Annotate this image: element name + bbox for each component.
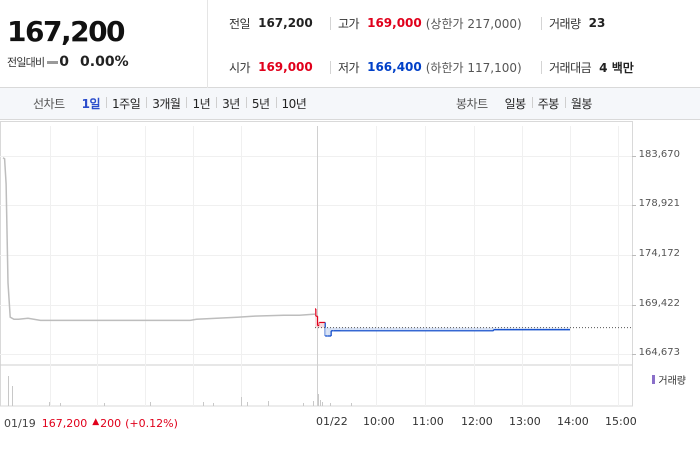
today-fill-segment [317,325,320,328]
current-price: 167,200 [7,15,126,48]
tab-daily-candle[interactable]: 일봉 [504,97,527,111]
chart-period-bar: 선차트 1일 1주일 3개월 1년 3년 5년 10년 봉차트 일봉 주봉 월봉 [0,88,700,120]
open-value: 169,000 [258,60,313,74]
price-chart[interactable]: 183,670 178,921 174,172 169,422 164,673 01/2… [0,121,700,450]
line-chart-tabs: 선차트 1일 1주일 3개월 1년 3년 5년 10년 [33,88,312,119]
tab-monthly-candle[interactable]: 월봉 [564,95,598,112]
diff-value: 0 [59,54,70,70]
low-cell: 저가 166,400 (하한가 117,100) [338,59,522,75]
volume-legend-label: 거래량 [658,376,686,387]
today-fill-segment [468,327,494,331]
x-tick-label: 12:00 [461,415,493,428]
tab-1-day[interactable]: 1일 [81,97,101,111]
today-fill-segment [323,322,326,328]
up-triangle-icon: ▲ [92,417,100,427]
today-fill-segment [519,327,570,330]
today-fill-segment [319,322,324,328]
x-tick-label: 15:00 [605,415,637,428]
divider [330,17,331,30]
today-fill-segment [417,327,468,331]
high-label: 고가 [338,16,360,31]
today-fill-segment [315,308,316,328]
prev-day-date: 01/19 [4,417,36,430]
diff-label: 전일대비 [7,56,45,69]
upper-limit: (상한가 217,000) [425,16,522,31]
low-label: 저가 [338,60,360,75]
turnover-cell: 거래대금 4 백만 [549,59,634,75]
prev-close-label: 전일 [229,16,251,31]
open-cell: 시가 169,000 [229,59,313,75]
prev-day-price-line [2,157,316,322]
turnover-value: 4 백만 [599,60,634,75]
prev-close-value: 167,200 [258,16,313,30]
low-value: 166,400 [367,60,422,74]
today-fill-segment [493,327,519,330]
candle-chart-title: 봉차트 [456,97,488,111]
volume-value: 23 [588,16,606,30]
prev-day-change: 200 [100,417,122,430]
y-tick-label: 164,673 [638,347,680,358]
prev-day-price: 167,200 [41,417,88,430]
prev-day-rate: (+0.12%) [125,417,178,430]
today-fill-segment [327,327,332,336]
x-tick-label: 13:00 [509,415,541,428]
x-tick-label: 14:00 [557,415,589,428]
turnover-label: 거래대금 [549,60,592,75]
volume-label: 거래량 [549,16,581,31]
volume-legend: 거래량 [652,372,686,387]
flat-change-icon [47,60,59,64]
lower-limit: (하한가 117,100) [425,60,522,75]
y-tick-label: 174,172 [638,247,680,259]
x-tick-label: 10:00 [363,415,395,428]
candle-chart-tabs: 봉차트 일봉 주봉 월봉 [456,88,598,119]
divider [330,61,331,74]
tab-5-years[interactable]: 5년 [245,95,276,112]
y-tick-label: 169,422 [638,297,680,309]
today-fill-segment [366,327,417,331]
today-fill-segment [331,327,334,331]
tab-3-years[interactable]: 3년 [216,95,246,112]
price-chart-svg [0,121,636,407]
today-fill-segment [340,327,366,331]
y-tick-label: 183,670 [638,149,680,160]
today-fill-segment [315,316,318,328]
current-price-box: 167,200 전일대비 0 0.00% [0,0,208,88]
today-fill-segment [325,327,328,336]
x-tick-label: 11:00 [412,415,444,428]
quote-summary: 167,200 전일대비 0 0.00% 전일 167,200 고가 169,0… [0,0,700,88]
high-cell: 고가 169,000 (상한가 217,000) [338,15,522,31]
tab-1-week[interactable]: 1주일 [106,95,146,112]
divider [541,17,542,30]
x-tick-label: 01/22 [316,415,348,428]
diff-rate: 0.00% [80,54,129,70]
high-value: 169,000 [367,16,422,30]
open-label: 시가 [229,60,251,75]
tab-3-months[interactable]: 3개월 [146,95,186,112]
plot-frame [0,121,633,407]
tab-1-year[interactable]: 1년 [186,95,216,112]
prev-close-cell: 전일 167,200 [229,15,313,31]
divider [541,61,542,74]
y-tick-label: 178,921 [638,198,680,210]
price-change-line: 전일대비 0 0.00% [7,54,129,70]
line-chart-title: 선차트 [33,97,65,111]
prev-day-info: 01/19 167,200 ▲ 200 (+0.12%) [4,417,178,430]
volume-legend-swatch [652,375,656,384]
tab-10-years[interactable]: 10년 [275,95,313,112]
volume-cell: 거래량 23 [549,15,605,31]
today-fill-segment [333,327,341,331]
tab-weekly-candle[interactable]: 주봉 [531,95,565,112]
